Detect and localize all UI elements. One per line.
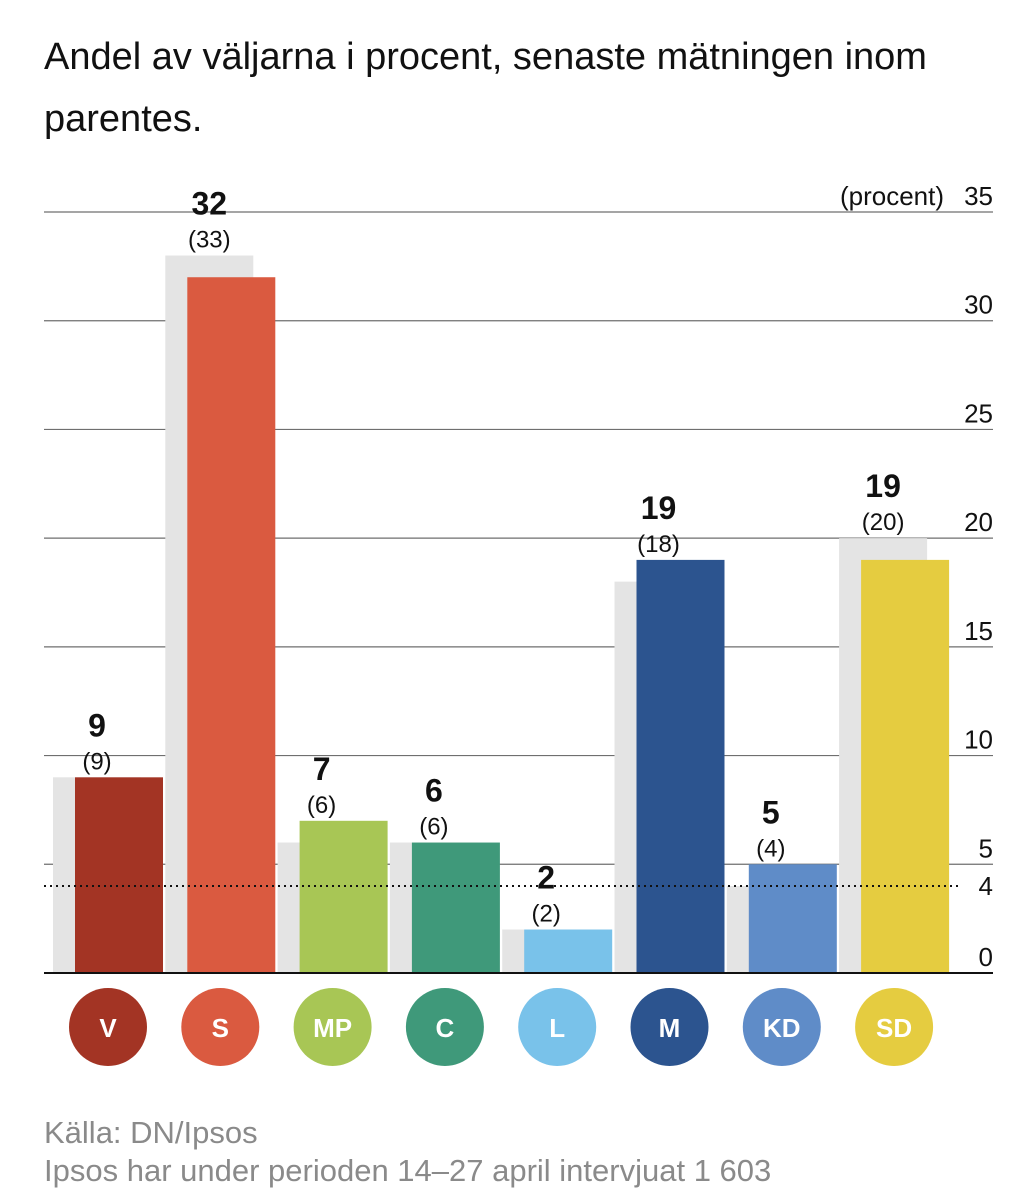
previous-value-label: (18) xyxy=(637,531,680,558)
current-bar xyxy=(187,277,276,973)
source-text: Källa: DN/Ipsos xyxy=(44,1115,258,1150)
x-tick-label: C xyxy=(436,1013,455,1043)
previous-value-label: (2) xyxy=(532,901,561,928)
previous-value-label: (4) xyxy=(756,835,785,862)
x-tick-label: M xyxy=(659,1013,681,1043)
value-label: 5 xyxy=(762,794,780,830)
value-label: 2 xyxy=(537,860,555,896)
previous-value-label: (20) xyxy=(862,509,905,536)
y-tick-label: 25 xyxy=(964,398,993,428)
method-note: Ipsos har under perioden 14–27 april int… xyxy=(44,1153,772,1188)
party-badge-m xyxy=(630,988,709,1066)
party-badge-s xyxy=(181,988,260,1066)
threshold-label: 4 xyxy=(979,871,993,901)
party-badge-sd xyxy=(855,988,934,1066)
chart-title: Andel av väljarna i procent, senaste mät… xyxy=(44,36,927,140)
party-badge-kd xyxy=(742,988,821,1066)
footer: Källa: DN/Ipsos Ipsos har under perioden… xyxy=(44,1114,1004,1190)
value-label: 6 xyxy=(425,773,443,809)
party-badge-c xyxy=(405,988,484,1066)
unit-label: (procent) xyxy=(840,181,944,211)
y-tick-label: 5 xyxy=(979,833,993,863)
x-tick-label: S xyxy=(212,1013,229,1043)
current-bar xyxy=(748,864,837,973)
value-label: 9 xyxy=(88,707,106,743)
party-badge-mp xyxy=(293,988,372,1066)
y-tick-label: 10 xyxy=(964,725,993,755)
y-tick-label: 0 xyxy=(979,942,993,972)
x-tick-label: KD xyxy=(763,1013,801,1043)
x-tick-label: SD xyxy=(876,1013,912,1043)
current-bar xyxy=(299,820,388,973)
current-bar xyxy=(411,842,500,973)
party-badge-v xyxy=(69,988,147,1066)
value-label: 19 xyxy=(641,490,677,526)
current-bar xyxy=(636,559,725,973)
previous-value-label: (6) xyxy=(307,792,336,819)
current-bar xyxy=(861,559,950,973)
bar-chart: 05101520253035(procent)9(9)V32(33)S7(6)M… xyxy=(44,181,993,1066)
y-tick-label: 35 xyxy=(964,181,993,211)
y-tick-label: 15 xyxy=(964,616,993,646)
y-tick-label: 30 xyxy=(964,290,993,320)
y-tick-label: 20 xyxy=(964,507,993,537)
x-tick-label: L xyxy=(549,1013,565,1043)
current-bar xyxy=(524,929,613,973)
current-bar xyxy=(75,777,163,973)
value-label: 32 xyxy=(192,185,228,221)
previous-value-label: (33) xyxy=(188,226,231,253)
value-label: 7 xyxy=(313,751,331,787)
previous-value-label: (6) xyxy=(419,814,448,841)
value-label: 19 xyxy=(865,468,901,504)
x-tick-label: V xyxy=(99,1013,117,1043)
x-tick-label: MP xyxy=(313,1013,352,1043)
previous-value-label: (9) xyxy=(82,748,111,775)
party-badge-l xyxy=(518,988,597,1066)
